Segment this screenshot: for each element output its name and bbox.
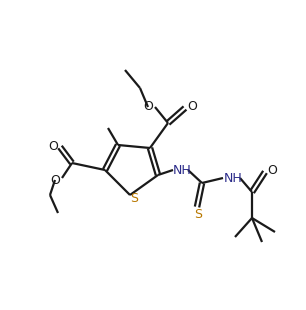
- Text: NH: NH: [224, 171, 242, 184]
- Text: O: O: [267, 165, 277, 178]
- Text: O: O: [48, 140, 58, 153]
- Text: S: S: [194, 209, 202, 222]
- Text: O: O: [143, 100, 153, 113]
- Text: S: S: [130, 192, 138, 205]
- Text: O: O: [187, 100, 197, 113]
- Text: O: O: [50, 174, 60, 187]
- Text: NH: NH: [173, 163, 191, 176]
